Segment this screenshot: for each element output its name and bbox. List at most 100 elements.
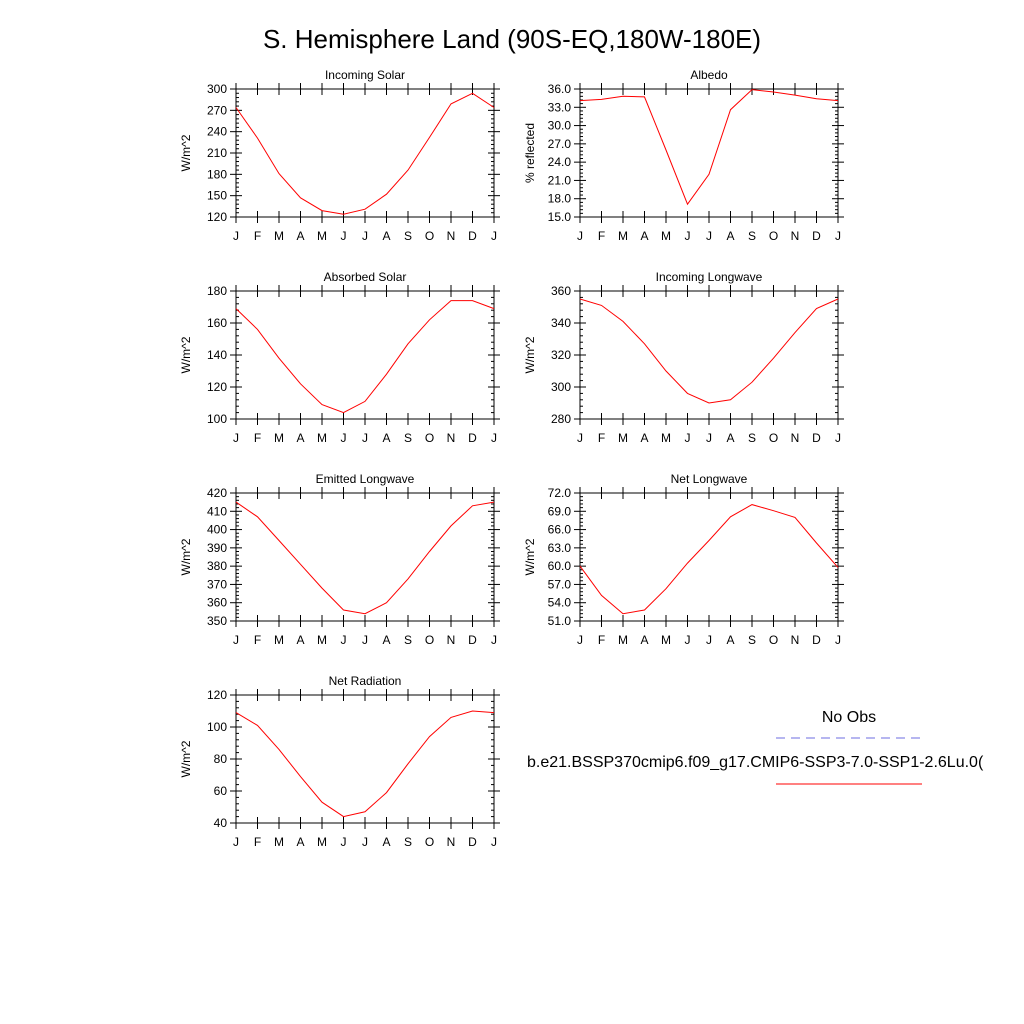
x-tick-label: J bbox=[341, 633, 347, 647]
x-tick-label: N bbox=[447, 431, 456, 445]
x-tick-label: M bbox=[618, 431, 628, 445]
x-tick-label: A bbox=[296, 431, 304, 445]
y-tick-label: 210 bbox=[207, 146, 227, 160]
x-tick-label: M bbox=[274, 431, 284, 445]
x-tick-label: M bbox=[661, 229, 671, 243]
y-axis-label: W/m^2 bbox=[179, 538, 193, 575]
x-tick-label: O bbox=[769, 633, 778, 647]
x-tick-label: A bbox=[382, 633, 390, 647]
x-tick-label: M bbox=[618, 229, 628, 243]
x-tick-label: J bbox=[685, 431, 691, 445]
plot-frame bbox=[579, 88, 839, 218]
x-tick-label: F bbox=[598, 229, 605, 243]
x-tick-label: A bbox=[296, 229, 304, 243]
x-tick-label: D bbox=[812, 431, 821, 445]
x-tick-label: O bbox=[425, 431, 434, 445]
legend-label-model: b.e21.BSSP370cmip6.f09_g17.CMIP6-SSP3-7.… bbox=[527, 754, 984, 771]
plot-frame bbox=[235, 290, 495, 420]
x-tick-label: N bbox=[791, 633, 800, 647]
series-line bbox=[579, 298, 839, 404]
x-tick-label: J bbox=[577, 431, 583, 445]
x-tick-label: J bbox=[706, 431, 712, 445]
x-tick-label: S bbox=[748, 229, 756, 243]
y-tick-label: 54.0 bbox=[548, 596, 572, 610]
y-tick-label: 120 bbox=[207, 688, 227, 702]
x-tick-label: S bbox=[404, 431, 412, 445]
x-tick-label: J bbox=[233, 229, 239, 243]
y-tick-label: 400 bbox=[207, 523, 227, 537]
x-tick-label: J bbox=[233, 431, 239, 445]
x-tick-label: J bbox=[706, 229, 712, 243]
x-tick-label: A bbox=[382, 431, 390, 445]
x-tick-label: S bbox=[404, 835, 412, 849]
y-tick-label: 24.0 bbox=[548, 155, 572, 169]
chart-title: Incoming Solar bbox=[325, 68, 405, 82]
x-tick-label: N bbox=[447, 835, 456, 849]
x-tick-label: J bbox=[362, 229, 368, 243]
y-tick-label: 160 bbox=[207, 316, 227, 330]
x-tick-label: J bbox=[341, 835, 347, 849]
y-axis-label: W/m^2 bbox=[179, 134, 193, 171]
x-tick-label: J bbox=[362, 835, 368, 849]
chart-title: Absorbed Solar bbox=[324, 270, 407, 284]
chart-title: Albedo bbox=[690, 68, 728, 82]
y-axis-label: W/m^2 bbox=[523, 538, 537, 575]
y-tick-label: 30.0 bbox=[548, 119, 572, 133]
y-tick-label: 270 bbox=[207, 103, 227, 117]
y-tick-label: 390 bbox=[207, 541, 227, 555]
chart-title: Emitted Longwave bbox=[316, 472, 415, 486]
x-tick-label: J bbox=[341, 229, 347, 243]
y-tick-label: 410 bbox=[207, 504, 227, 518]
x-tick-label: A bbox=[296, 633, 304, 647]
x-tick-label: J bbox=[491, 229, 497, 243]
x-tick-label: J bbox=[362, 431, 368, 445]
y-tick-label: 100 bbox=[207, 412, 227, 426]
y-tick-label: 320 bbox=[551, 348, 571, 362]
x-tick-label: F bbox=[254, 229, 261, 243]
y-tick-label: 360 bbox=[207, 596, 227, 610]
x-tick-label: S bbox=[404, 229, 412, 243]
y-tick-label: 140 bbox=[207, 348, 227, 362]
x-tick-label: D bbox=[812, 229, 821, 243]
y-tick-label: 36.0 bbox=[548, 82, 572, 96]
x-tick-label: J bbox=[233, 835, 239, 849]
y-axis-label: % reflected bbox=[523, 123, 537, 183]
y-tick-label: 63.0 bbox=[548, 541, 572, 555]
chart-title: Net Radiation bbox=[329, 674, 402, 688]
x-tick-label: D bbox=[468, 229, 477, 243]
x-tick-label: F bbox=[254, 835, 261, 849]
x-tick-label: A bbox=[640, 229, 648, 243]
x-tick-label: N bbox=[447, 633, 456, 647]
x-tick-label: N bbox=[791, 229, 800, 243]
x-tick-label: O bbox=[425, 835, 434, 849]
x-tick-label: F bbox=[598, 431, 605, 445]
x-tick-label: A bbox=[726, 633, 734, 647]
y-tick-label: 120 bbox=[207, 380, 227, 394]
x-tick-label: O bbox=[769, 431, 778, 445]
x-tick-label: M bbox=[661, 633, 671, 647]
y-tick-label: 180 bbox=[207, 167, 227, 181]
x-tick-label: M bbox=[317, 431, 327, 445]
x-tick-label: N bbox=[447, 229, 456, 243]
y-tick-label: 69.0 bbox=[548, 504, 572, 518]
x-tick-label: M bbox=[274, 633, 284, 647]
y-tick-label: 18.0 bbox=[548, 192, 572, 206]
plot-frame bbox=[579, 492, 839, 622]
x-tick-label: J bbox=[685, 229, 691, 243]
x-tick-label: S bbox=[748, 633, 756, 647]
y-tick-label: 420 bbox=[207, 486, 227, 500]
x-tick-label: M bbox=[618, 633, 628, 647]
x-tick-label: M bbox=[317, 633, 327, 647]
x-tick-label: J bbox=[362, 633, 368, 647]
y-tick-label: 60 bbox=[214, 784, 228, 798]
y-tick-label: 120 bbox=[207, 210, 227, 224]
y-tick-label: 340 bbox=[551, 316, 571, 330]
x-tick-label: J bbox=[577, 633, 583, 647]
x-tick-label: J bbox=[341, 431, 347, 445]
y-tick-label: 40 bbox=[214, 816, 228, 830]
plot-frame bbox=[235, 88, 495, 218]
x-tick-label: O bbox=[425, 633, 434, 647]
